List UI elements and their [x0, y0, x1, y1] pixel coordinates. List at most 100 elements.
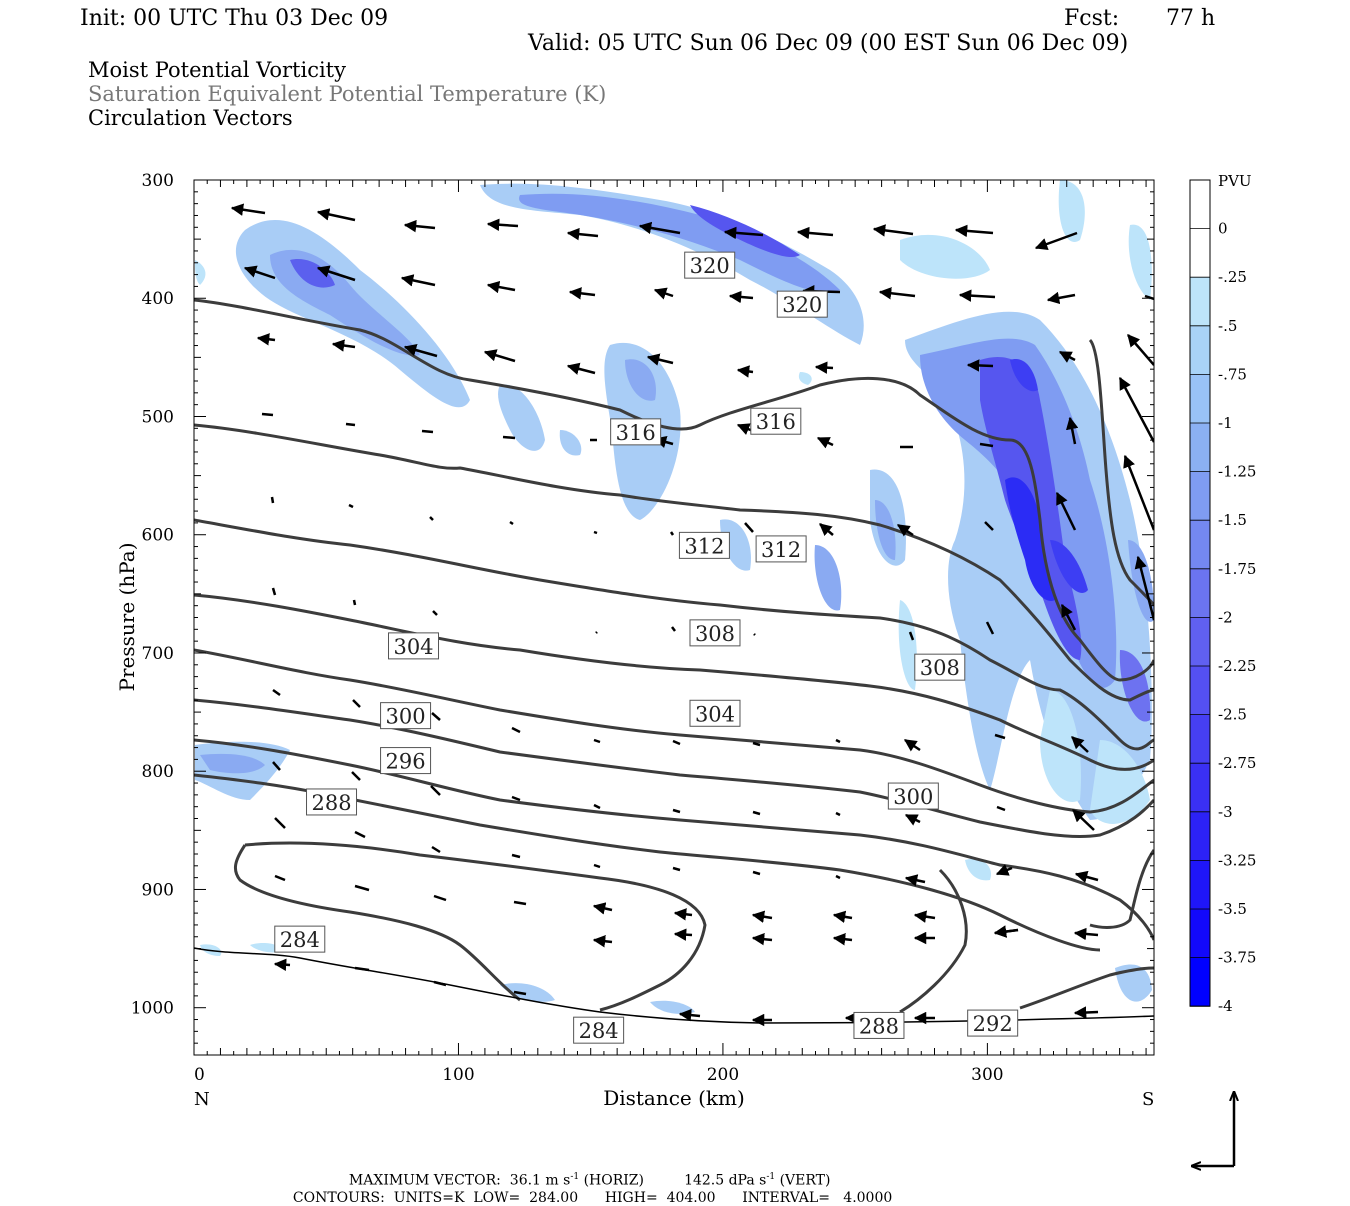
circulation-vector [256, 333, 276, 346]
y-tick-label-900: 900 [142, 880, 174, 900]
contour-label-box [380, 747, 432, 775]
circulation-vector [1118, 376, 1154, 443]
horiz-exponent: -1 [570, 1172, 580, 1182]
vert-exponent: -1 [766, 1172, 776, 1182]
x-left-end-label: N [194, 1089, 210, 1110]
axis-tick-labels: 0 100 200 300 300 400 500 600 700 800 900 1000 [131, 171, 1004, 1085]
contour-label: 304 [393, 635, 433, 659]
colorbar-level-label: -1 [1218, 414, 1233, 432]
circulation-vector [872, 224, 914, 237]
contour-label: 308 [920, 656, 960, 680]
y-tick-label-400: 400 [142, 289, 174, 309]
contours-high: HIGH= 404.00 [604, 1190, 716, 1206]
colorbar-swatch [1190, 909, 1210, 958]
circulation-vector [483, 349, 516, 363]
circulation-vector [1058, 350, 1076, 363]
colorbar-level-label: -2.25 [1218, 657, 1256, 675]
y-axis-title: Pressure (hPa) [115, 543, 139, 692]
circulation-vector [429, 516, 434, 521]
colorbar-swatch [1190, 666, 1210, 715]
max-vector-line: MAXIMUM VECTOR: 36.1 m s-1 (HORIZ) 142.5… [340, 1159, 831, 1188]
colorbar-level-label: 0 [1218, 220, 1228, 238]
colorbar-swatch [1190, 568, 1210, 618]
y-tick-label-500: 500 [142, 407, 174, 427]
circulation-vector [835, 738, 841, 744]
circulation-vector [646, 353, 674, 366]
contour-label: 308 [695, 622, 735, 646]
contour-label-box [776, 290, 828, 318]
contour-labels: 320 320 316 316 312 312 308 308 304 304 300 300 296 2… [274, 251, 1019, 1044]
circulation-vectors [230, 203, 1154, 1027]
colorbar-level-label: -2.75 [1218, 754, 1256, 772]
circulation-vector [351, 771, 361, 781]
pv-colorbar: 0 -.25 -.5 -.75 -1 -1.25 -1.5 -1.75 -2 -2.25 -2.5 -… [1189, 179, 1256, 1015]
y-tick-label-800: 800 [142, 762, 174, 782]
circulation-vector [272, 761, 281, 771]
contour-label: 296 [386, 750, 426, 774]
circulation-vector [230, 203, 266, 216]
circulation-vector [904, 813, 921, 826]
circulation-vector [433, 980, 447, 987]
x-axis-title: Distance (km) [603, 1086, 745, 1110]
valid-time: Valid: 05 UTC Sun 06 Dec 09 (00 EST Sun … [528, 31, 1129, 56]
contour-label-box [689, 619, 741, 647]
circulation-vector [270, 496, 275, 504]
contour-label-box [853, 1011, 905, 1039]
colorbar-swatch [1190, 811, 1210, 861]
contours-label: CONTOURS: [292, 1190, 385, 1206]
colorbar-swatch [1190, 714, 1210, 764]
contour-label-box [573, 1016, 625, 1044]
circulation-vector [511, 853, 521, 859]
circulation-vector [274, 817, 286, 829]
circulation-vector [814, 361, 834, 374]
circulation-vector [954, 224, 994, 238]
colorbar-swatch [1190, 860, 1210, 909]
contour-label: 304 [695, 702, 735, 726]
circulation-vector [593, 530, 598, 535]
contour-label: 316 [756, 410, 796, 434]
circulation-vector [271, 587, 277, 596]
field-thetaes: Saturation Equivalent Potential Temperat… [88, 82, 607, 106]
colorbar-swatch [1190, 423, 1210, 472]
circulation-vector [430, 785, 441, 796]
circulation-vector [566, 362, 596, 375]
circulation-vector [878, 287, 916, 300]
circulation-vector [1060, 603, 1077, 631]
colorbar-level-label: -3.5 [1218, 900, 1247, 918]
contour-label-box [678, 531, 730, 559]
contour-label: 316 [616, 421, 656, 445]
circulation-vector [486, 218, 519, 231]
colorbar-level-label: -2.5 [1218, 706, 1247, 724]
circulation-vector [273, 958, 291, 971]
circulation-vector [796, 226, 834, 240]
contours-interval: INTERVAL= 4.0000 [742, 1190, 893, 1206]
contour-label-box [306, 788, 358, 816]
colorbar-swatch [1190, 180, 1210, 229]
circulation-vector [354, 884, 370, 892]
circulation-vector [513, 990, 527, 996]
circulation-vector [913, 910, 936, 923]
contour-label-box [750, 407, 802, 435]
circulation-vector [752, 741, 761, 747]
contour-label-box [967, 1009, 1019, 1037]
circulation-vector [996, 805, 1006, 812]
contours-units: UNITS=K [393, 1190, 465, 1206]
circulation-vector [835, 811, 841, 817]
circulation-vector [752, 810, 761, 816]
circulation-vector [316, 208, 356, 222]
contour-label: 288 [859, 1014, 899, 1038]
circulation-vector [316, 265, 356, 282]
colorbar-level-label: -3.75 [1218, 949, 1256, 967]
colorbar-level-label: -3 [1218, 803, 1233, 821]
circulation-vector [509, 520, 514, 526]
circulation-vector [1072, 809, 1095, 831]
circulation-vector [354, 830, 366, 839]
x-right-end-label: S [1142, 1089, 1154, 1110]
circulation-vector [751, 910, 773, 923]
circulation-vector [904, 874, 926, 887]
contours-line: CONTOURS: UNITS=K LOW= 284.00 HIGH= 404.… [284, 1177, 892, 1205]
circulation-vector [1134, 555, 1154, 621]
circulation-vector [896, 523, 914, 537]
colorbar-swatch [1190, 228, 1210, 278]
circulation-vector [243, 265, 276, 280]
